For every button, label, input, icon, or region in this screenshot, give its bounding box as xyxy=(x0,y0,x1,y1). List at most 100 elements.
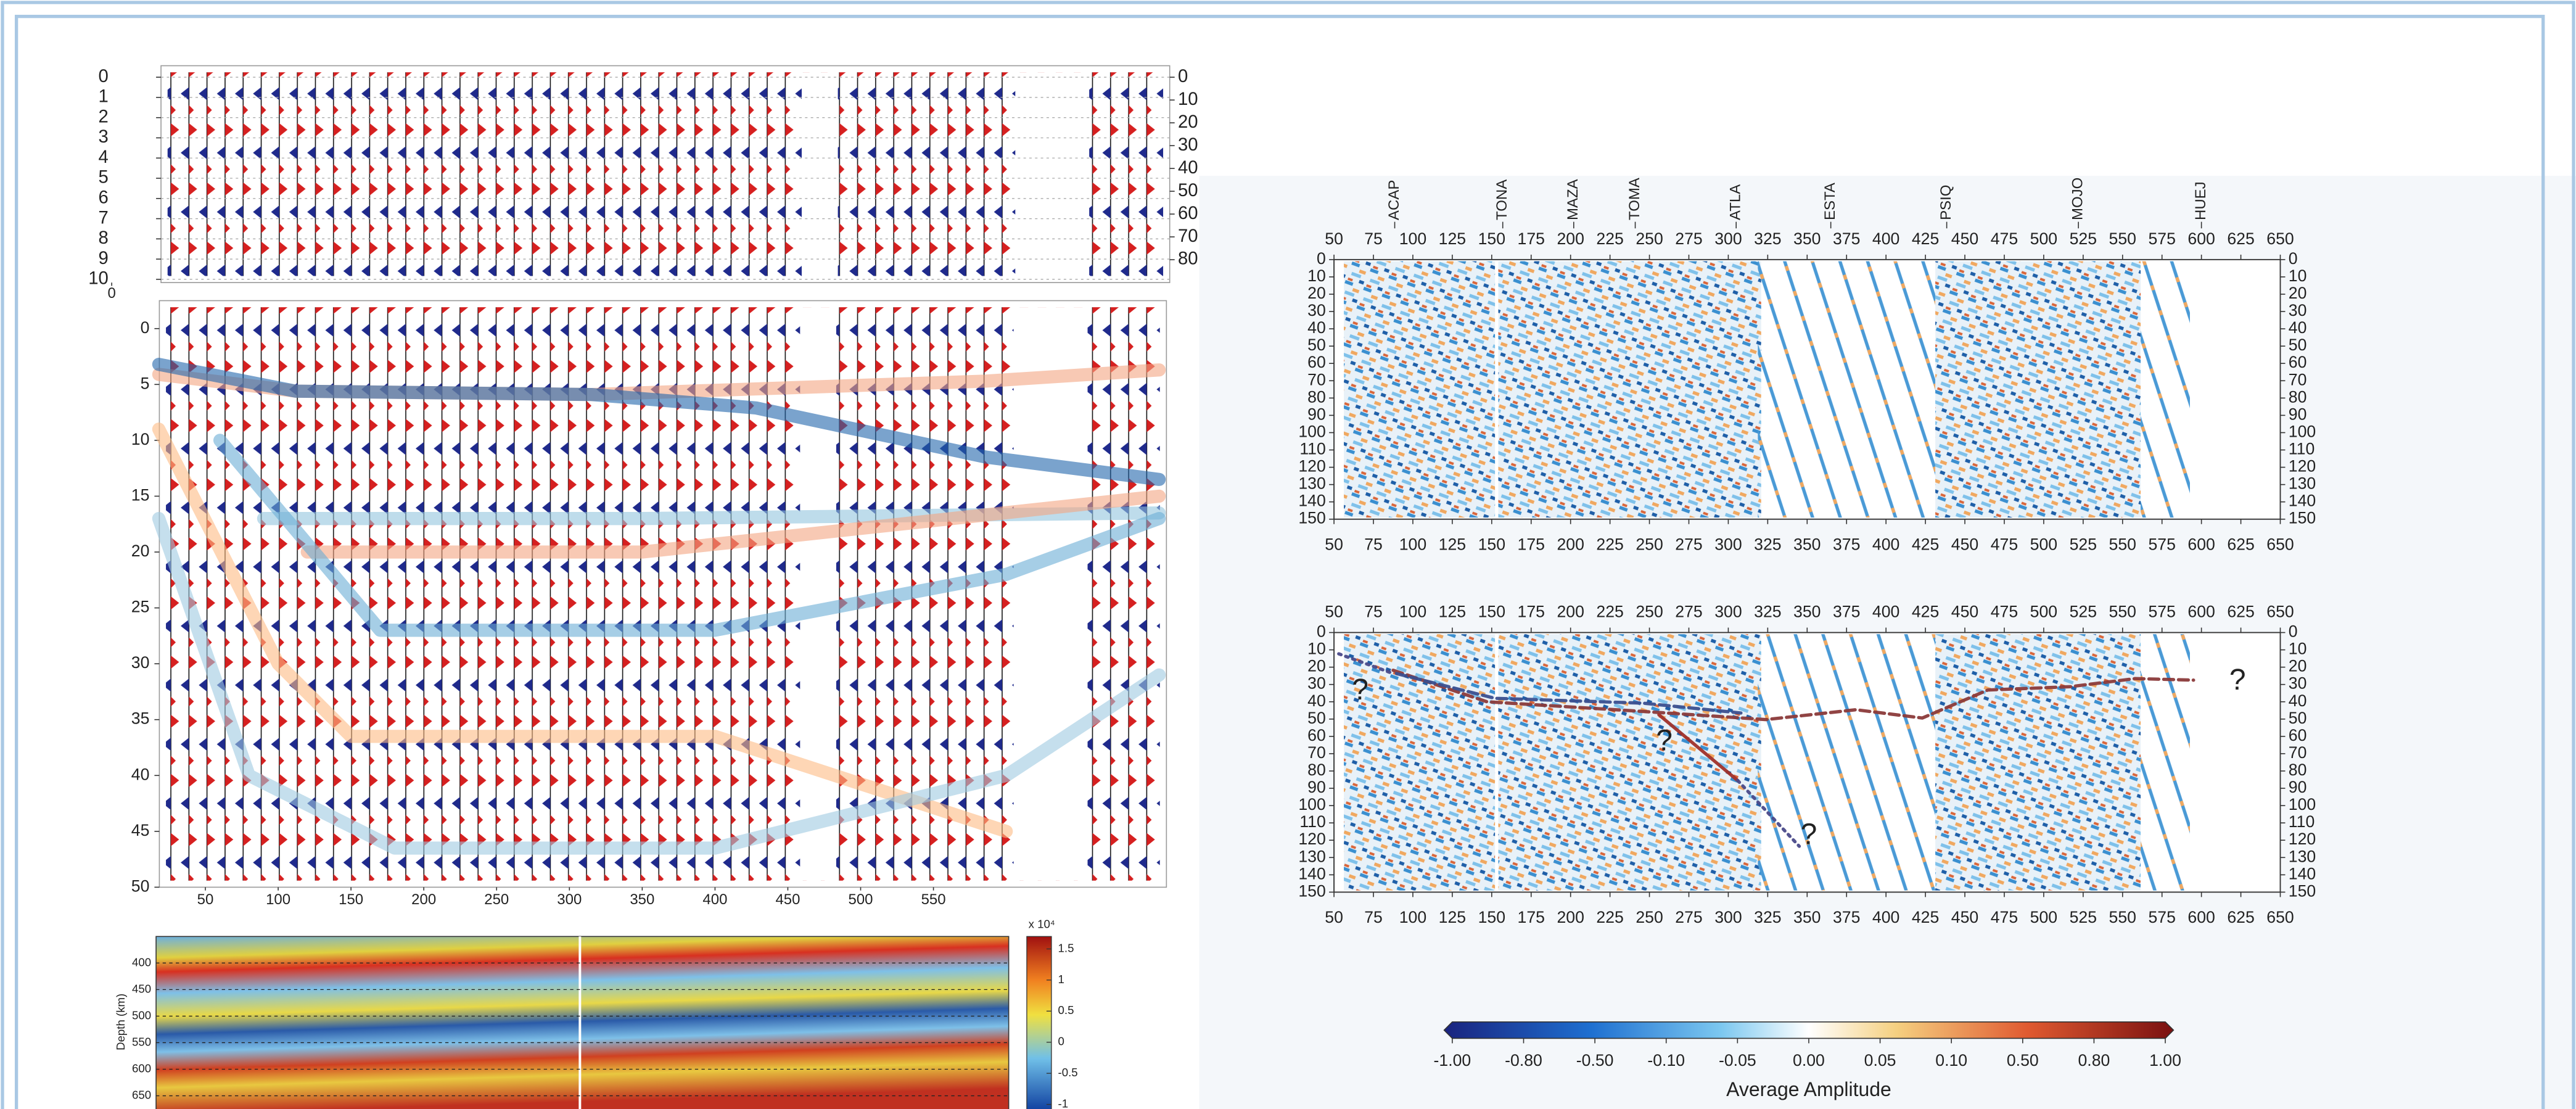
horizon-line xyxy=(300,489,1166,559)
y-tick-label: 110 xyxy=(1299,812,1325,831)
x-tick-label: 275 xyxy=(1675,229,1702,248)
y-tick-label: 60 xyxy=(2289,726,2307,744)
y2-tick-label: 80 xyxy=(1178,249,1198,269)
x-tick-label: 50 xyxy=(1325,908,1343,926)
y-tick-label: 5 xyxy=(99,167,109,188)
x-tick-label: 650 xyxy=(2266,535,2294,553)
x-tick-label: 300 xyxy=(1714,535,1742,553)
x-tick-label: 450 xyxy=(775,891,800,908)
y-tick-label: 60 xyxy=(1307,726,1326,744)
y-tick-label: 40 xyxy=(2289,318,2307,337)
y-tick-label: 10 xyxy=(88,268,109,289)
x-tick-label: 425 xyxy=(1912,229,1939,248)
y-tick-label: 7 xyxy=(99,207,109,228)
x-tick-label: 125 xyxy=(1439,535,1466,553)
y-tick-label: 5 xyxy=(141,374,150,392)
x-tick-label: 550 xyxy=(2109,229,2136,248)
x-tick-label: 150 xyxy=(1478,908,1505,926)
x-tick-label: 375 xyxy=(1833,603,1860,621)
y-tick-label: 70 xyxy=(2289,370,2307,389)
y-tick-label: 9 xyxy=(99,248,109,268)
y-tick-label: 80 xyxy=(1307,387,1326,406)
x-tick-label: 425 xyxy=(1912,908,1939,926)
station-label: MOJO xyxy=(2069,178,2086,220)
y-tick-label: 110 xyxy=(2289,812,2315,831)
x-tick-label: 625 xyxy=(2227,535,2254,553)
colorbar-label: x 10⁴ xyxy=(1029,918,1055,931)
colorbar-tick-label: 0 xyxy=(1058,1035,1064,1048)
x-tick-label: 550 xyxy=(921,891,946,908)
x-tick-label: 200 xyxy=(1557,229,1584,248)
x-tick-label: 50 xyxy=(1325,535,1343,553)
x-tick-label: 275 xyxy=(1675,908,1702,926)
y-tick-label: 20 xyxy=(2289,284,2307,302)
y-tick-label: 50 xyxy=(2289,709,2307,727)
station-label: HUEJ xyxy=(2192,181,2209,220)
x-tick-label: 150 xyxy=(1478,229,1505,248)
x-tick-label: 125 xyxy=(1439,229,1466,248)
y-tick-label: 650 xyxy=(132,1088,151,1101)
y-tick-label: 30 xyxy=(2289,301,2307,320)
x-tick-label: 275 xyxy=(1675,535,1702,553)
colorbar-tick-label: -1.00 xyxy=(1434,1051,1471,1070)
y-tick-label: 10 xyxy=(2289,640,2307,658)
x-tick-label: 375 xyxy=(1833,908,1860,926)
x-tick-label: 600 xyxy=(2187,229,2215,248)
x-tick-label: 500 xyxy=(2030,229,2057,248)
x-tick-label: 400 xyxy=(1872,535,1899,553)
x-tick-label: 575 xyxy=(2148,535,2175,553)
y-tick-label: 30 xyxy=(131,653,150,672)
colorbar-label: Average Amplitude xyxy=(1726,1078,1891,1100)
x-tick-label: 150 xyxy=(339,891,363,908)
horizon-line xyxy=(213,434,1166,637)
y-tick-label: 100 xyxy=(2289,422,2316,440)
x-tick-label: 350 xyxy=(1793,908,1821,926)
x-tick-label: 200 xyxy=(1557,603,1584,621)
x-tick-label: 525 xyxy=(2070,908,2097,926)
horizon-line xyxy=(152,358,1166,486)
y2-tick-label: 10 xyxy=(1178,89,1198,109)
x-tick-label: 100 xyxy=(1399,908,1426,926)
charts: 0123456789100102030405060708000510152025… xyxy=(88,65,2316,1109)
colorbar-tick-label: 1.5 xyxy=(1058,941,1074,954)
x-tick-label: 650 xyxy=(2266,603,2294,621)
x-tick-label: 300 xyxy=(557,891,582,908)
horizon-line xyxy=(152,512,1166,855)
y-tick-label: 150 xyxy=(1298,509,1325,527)
y-tick-label: 30 xyxy=(1307,301,1326,320)
x-tick-label: 225 xyxy=(1596,535,1623,553)
x-tick-label: 300 xyxy=(1714,908,1742,926)
y-tick-label: 40 xyxy=(1307,318,1326,337)
y-tick-label: 3 xyxy=(99,126,109,147)
x-tick-label: 425 xyxy=(1912,603,1939,621)
y-tick-label: 2 xyxy=(99,106,109,126)
x-tick-label: 475 xyxy=(1991,229,2018,248)
y2-tick-label: 70 xyxy=(1178,226,1198,246)
y-tick-label: 40 xyxy=(131,765,150,783)
y-tick-label: 0 xyxy=(99,66,109,86)
y-tick-label: 140 xyxy=(1298,864,1325,883)
colorbar-tick-label: -0.05 xyxy=(1719,1051,1756,1070)
x-tick-label: 200 xyxy=(1557,908,1584,926)
station-label: TOMA xyxy=(1626,178,1643,220)
y-tick-label: 90 xyxy=(2289,778,2307,796)
x-tick-label: 275 xyxy=(1675,603,1702,621)
x-tick-label: 625 xyxy=(2227,908,2254,926)
y-tick-label: 70 xyxy=(1307,370,1326,389)
y-tick-label: 10 xyxy=(131,430,150,448)
y2-tick-label: 40 xyxy=(1178,157,1198,178)
y-tick-label: 10 xyxy=(1307,640,1326,658)
colorbar-tick-label: -0.50 xyxy=(1576,1051,1614,1070)
x-tick-label: 350 xyxy=(1793,603,1821,621)
x-tick-label: 175 xyxy=(1518,908,1545,926)
x-tick-label: 225 xyxy=(1596,603,1623,621)
x-tick-label: 350 xyxy=(1793,535,1821,553)
y-tick-label: 0 xyxy=(2289,249,2298,268)
y-tick-label: 100 xyxy=(1298,422,1325,440)
colorbar xyxy=(1026,936,1052,1109)
y-tick-label: 150 xyxy=(2289,881,2316,900)
x-tick-label: 450 xyxy=(1951,535,1978,553)
x-tick-label: 250 xyxy=(1636,908,1663,926)
y-tick-label: 30 xyxy=(1307,674,1326,693)
y-tick-label: 120 xyxy=(1298,830,1325,848)
